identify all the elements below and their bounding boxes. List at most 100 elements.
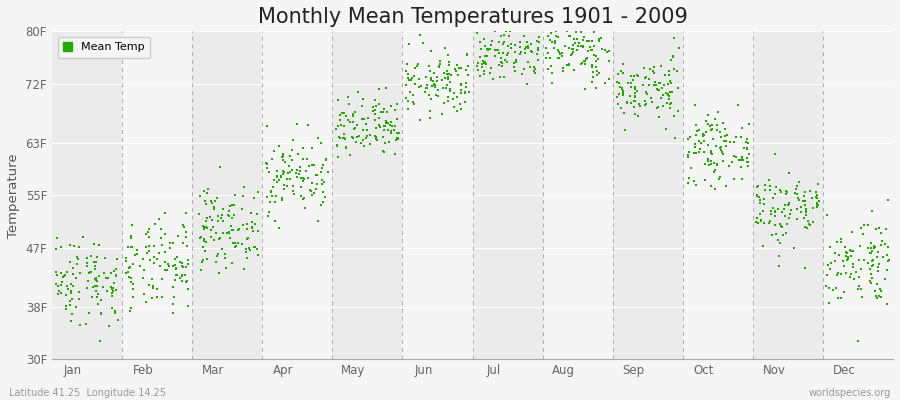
Point: [638, 102, 652, 108]
Point: [125, 222, 140, 228]
Point: [646, 64, 661, 70]
Point: [571, 43, 585, 50]
Point: [313, 169, 328, 175]
Point: [448, 66, 463, 73]
Point: [656, 103, 670, 109]
Point: [539, 44, 554, 51]
Point: [124, 244, 139, 250]
Point: [865, 248, 879, 255]
Point: [696, 131, 710, 138]
Point: [874, 294, 888, 300]
Point: [708, 166, 723, 173]
Point: [220, 212, 235, 218]
Point: [266, 156, 280, 162]
Point: [310, 218, 325, 224]
Point: [740, 155, 754, 162]
Point: [123, 235, 138, 242]
Point: [216, 218, 230, 224]
Point: [546, 44, 561, 51]
Point: [681, 174, 696, 181]
Point: [200, 215, 214, 221]
Point: [688, 102, 702, 109]
Point: [82, 270, 96, 276]
Point: [246, 227, 260, 234]
Point: [442, 59, 456, 65]
Point: [378, 140, 392, 146]
Point: [680, 152, 695, 158]
Point: [221, 212, 236, 219]
Point: [260, 161, 274, 167]
Point: [146, 283, 160, 289]
Point: [195, 244, 210, 250]
Point: [240, 255, 255, 262]
Point: [111, 317, 125, 323]
Point: [827, 250, 842, 256]
Point: [476, 58, 491, 64]
Point: [734, 154, 749, 160]
Point: [574, 60, 589, 67]
Point: [275, 157, 290, 163]
Point: [227, 211, 241, 218]
Point: [868, 243, 882, 250]
Point: [442, 70, 456, 77]
Point: [166, 263, 180, 269]
Point: [391, 136, 405, 142]
Point: [71, 244, 86, 250]
Point: [790, 183, 805, 189]
Point: [199, 218, 213, 225]
Point: [763, 218, 778, 224]
Point: [833, 238, 848, 245]
Point: [457, 90, 472, 96]
Point: [223, 222, 238, 229]
Point: [403, 77, 418, 83]
Point: [811, 181, 825, 187]
Point: [616, 92, 631, 98]
Point: [756, 208, 770, 214]
Point: [356, 96, 370, 102]
Point: [130, 251, 145, 257]
Point: [527, 70, 542, 76]
Point: [428, 81, 442, 87]
Point: [509, 57, 524, 63]
Point: [422, 92, 436, 98]
Point: [142, 248, 157, 254]
Point: [376, 148, 391, 155]
Point: [65, 296, 79, 302]
Point: [663, 78, 678, 84]
Point: [548, 28, 562, 34]
Point: [51, 291, 66, 298]
Point: [714, 134, 728, 140]
Point: [248, 243, 262, 250]
Point: [544, 70, 559, 76]
Point: [275, 197, 290, 203]
Point: [713, 144, 727, 151]
Point: [63, 288, 77, 294]
Point: [851, 282, 866, 289]
Point: [89, 278, 104, 284]
Point: [592, 38, 607, 45]
Point: [166, 301, 180, 308]
Point: [335, 110, 349, 116]
Point: [122, 269, 136, 275]
Point: [779, 221, 794, 228]
Point: [342, 101, 356, 108]
Point: [587, 42, 601, 49]
Point: [440, 82, 454, 88]
Point: [628, 111, 643, 117]
Point: [441, 94, 455, 100]
Point: [867, 243, 881, 250]
Point: [244, 210, 258, 216]
Point: [272, 143, 286, 150]
Point: [665, 88, 680, 95]
Point: [841, 255, 855, 262]
Point: [616, 90, 630, 96]
Point: [387, 123, 401, 130]
Point: [203, 234, 218, 240]
Point: [562, 45, 577, 51]
Point: [868, 226, 883, 232]
Point: [143, 257, 157, 264]
Point: [880, 301, 895, 308]
Point: [768, 151, 782, 157]
Point: [477, 35, 491, 42]
Point: [576, 36, 590, 43]
